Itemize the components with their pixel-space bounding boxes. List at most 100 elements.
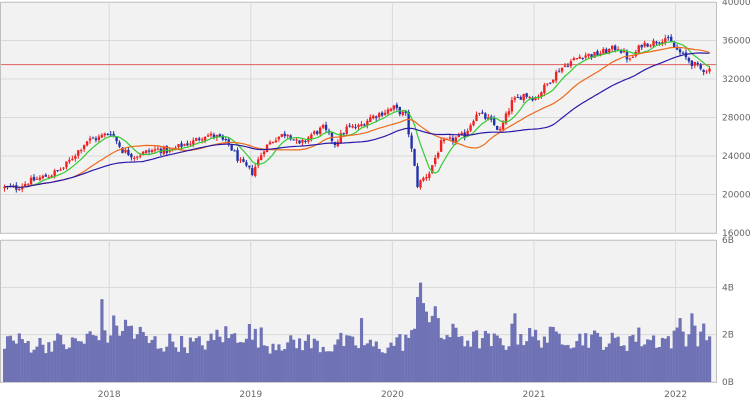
volume-bar (371, 346, 375, 382)
volume-bar (416, 296, 420, 382)
candle-body (127, 149, 130, 156)
volume-bar (501, 345, 505, 382)
volume-bar (230, 334, 234, 382)
volume-bar (421, 303, 426, 382)
candle-body (419, 180, 422, 188)
volume-bar (640, 346, 644, 382)
volume-bar (247, 323, 251, 382)
candle-body (236, 150, 239, 161)
volume-bar (548, 326, 552, 382)
volume-bar (410, 330, 414, 382)
volume-bar (97, 340, 101, 382)
volume-bar (103, 330, 107, 382)
volume-bar (132, 338, 136, 382)
volume-bar (368, 339, 372, 382)
candle-body (637, 45, 640, 53)
volume-bar (551, 326, 555, 382)
volume-bar (424, 311, 428, 382)
candle-body (531, 97, 534, 101)
volume-bar (253, 328, 257, 382)
volume-bar (566, 344, 570, 382)
volume-bar (147, 342, 151, 382)
candle-body (628, 58, 632, 60)
volume-bar (646, 339, 650, 382)
volume-bar (126, 326, 131, 382)
volume-bar (274, 350, 278, 382)
volume-bar (563, 345, 567, 382)
candle-body (121, 147, 124, 153)
candle-body (672, 42, 676, 47)
candle-body (501, 122, 505, 130)
volume-bar (174, 347, 178, 382)
candle-body (699, 64, 702, 69)
candle-body (257, 159, 260, 166)
candle-body (91, 137, 95, 139)
candle-body (510, 100, 514, 112)
candle-body (109, 134, 112, 136)
volume-bar (168, 333, 172, 382)
volume-bar (70, 337, 74, 382)
candle-body (493, 118, 496, 125)
volume-bar (480, 338, 485, 382)
volume-bar (191, 341, 195, 382)
candle-body (442, 139, 446, 142)
volume-bar (622, 345, 626, 382)
volume-bar (250, 339, 254, 382)
price-y-axis: 16000 20000 24000 28000 32000 36000 40000 (722, 0, 751, 239)
volume-bar (601, 349, 605, 382)
volume-bar (581, 345, 585, 382)
candle-body (616, 49, 620, 51)
volume-bar (38, 337, 42, 382)
candle-body (557, 71, 561, 73)
candle-body (643, 42, 646, 47)
candle-body (150, 150, 154, 153)
candle-body (65, 161, 68, 168)
candle-body (457, 134, 460, 138)
volume-bar (545, 342, 549, 382)
volume-bar (708, 336, 712, 382)
volume-bar (469, 346, 473, 382)
candle-body (484, 113, 487, 119)
x-tick-label: 2018 (98, 390, 121, 400)
price-tick-label: 20000 (722, 191, 751, 201)
candle-body (277, 136, 281, 140)
candle-body (62, 167, 65, 169)
volume-bar (85, 333, 89, 382)
candle-body (345, 126, 348, 134)
volume-bar (206, 340, 210, 382)
volume-bar (129, 325, 133, 382)
volume-bar (312, 338, 316, 382)
volume-bar (607, 343, 611, 382)
candle-body (525, 93, 528, 97)
candle-body (708, 68, 711, 72)
candle-body (552, 79, 555, 83)
candle-body (451, 137, 455, 142)
candle-body (599, 53, 602, 56)
candle-body (404, 111, 407, 113)
candle-body (652, 40, 655, 47)
volume-bar (118, 335, 122, 382)
candle-body (47, 176, 50, 178)
volume-bar (209, 333, 213, 382)
volume-bar (73, 338, 77, 382)
candle-body (286, 134, 289, 137)
volume-bar (637, 327, 641, 382)
candle-body (696, 62, 699, 65)
volume-bar (244, 338, 249, 382)
candle-body (366, 120, 369, 126)
candle-body (26, 184, 30, 186)
candle-body (422, 177, 425, 181)
volume-bar (289, 335, 293, 382)
candle-body (563, 65, 567, 67)
candle-body (401, 111, 404, 115)
candle-body (687, 58, 691, 62)
volume-bar (610, 332, 614, 382)
candle-body (625, 51, 629, 60)
volume-bar (560, 344, 564, 382)
candle-body (324, 124, 328, 130)
volume-bar (362, 345, 367, 382)
volume-bar (696, 346, 700, 382)
candle-body (53, 170, 56, 176)
candle-body (605, 49, 608, 54)
